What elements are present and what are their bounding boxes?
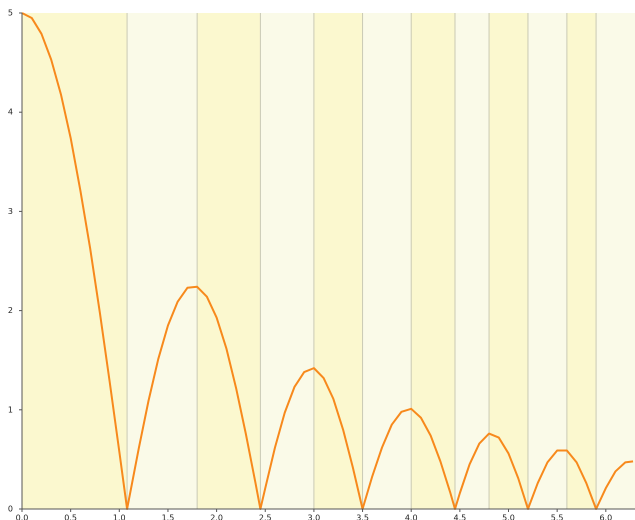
plot-band xyxy=(411,13,455,509)
x-tick-label: 2.5 xyxy=(259,514,272,520)
x-tick-label: 3.5 xyxy=(356,514,369,520)
x-tick-label: 0.5 xyxy=(64,514,77,520)
x-tick-label: 4.0 xyxy=(405,514,418,520)
y-tick-label: 0 xyxy=(8,505,13,514)
x-tick-label: 5.0 xyxy=(502,514,515,520)
x-tick-label: 6.0 xyxy=(599,514,612,520)
plot-band xyxy=(362,13,412,509)
y-tick-label: 1 xyxy=(8,405,13,414)
x-tick-label: 3.0 xyxy=(308,514,321,520)
x-tick-label: 4.5 xyxy=(453,514,466,520)
y-tick-label: 2 xyxy=(8,306,13,315)
plot-band xyxy=(566,13,597,509)
plot-band xyxy=(313,13,363,509)
x-tick-label: 2.0 xyxy=(210,514,223,520)
plot-band xyxy=(596,13,635,509)
x-tick-label: 5.5 xyxy=(551,514,564,520)
plot-band xyxy=(22,13,128,509)
line-series xyxy=(21,12,634,510)
y-tick-label: 4 xyxy=(8,108,13,117)
x-tick-label: 1.0 xyxy=(113,514,126,520)
plot-band xyxy=(489,13,528,509)
x-tick-label: 1.5 xyxy=(162,514,175,520)
plot-band xyxy=(260,13,314,509)
plot-band xyxy=(454,13,490,509)
plot-band xyxy=(527,13,567,509)
x-tick-label: 0.0 xyxy=(16,514,29,520)
y-tick-label: 3 xyxy=(8,207,13,216)
plot-band xyxy=(197,13,261,509)
plot-band xyxy=(127,13,198,509)
y-tick-label: 5 xyxy=(8,9,13,18)
